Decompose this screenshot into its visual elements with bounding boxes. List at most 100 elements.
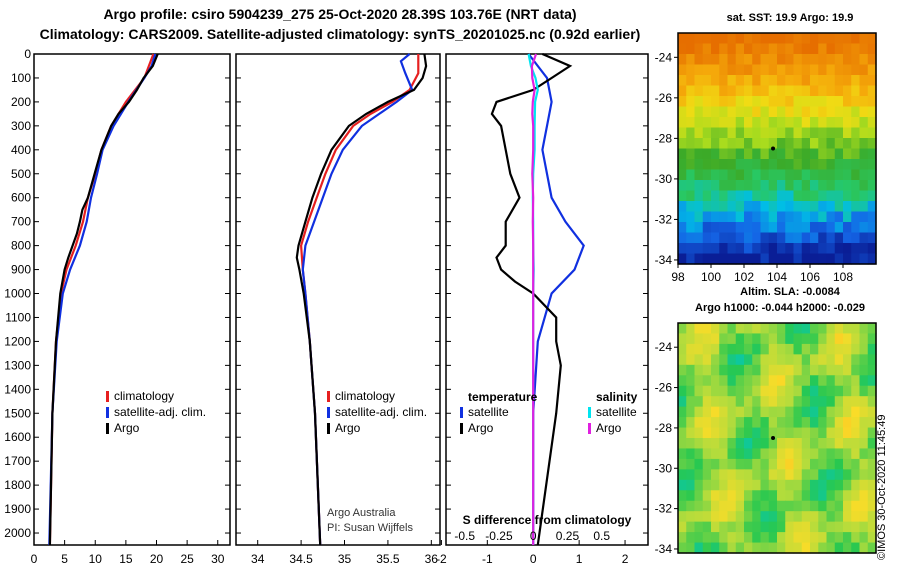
map-cell	[752, 180, 762, 192]
map-cell	[694, 490, 704, 502]
map-cell	[719, 138, 729, 150]
map-cell	[851, 106, 861, 118]
map-cell	[711, 33, 720, 45]
map-cell	[859, 96, 869, 108]
map-cell	[834, 190, 844, 202]
map-cell	[867, 500, 877, 512]
map-cell	[818, 138, 828, 150]
map-cell	[768, 354, 778, 366]
map-cell	[678, 417, 687, 429]
map-cell	[678, 159, 687, 171]
map-cell	[851, 479, 861, 491]
map-cell	[686, 169, 696, 181]
map-cell	[735, 222, 745, 234]
map-cell	[785, 75, 795, 87]
map-cell	[702, 43, 712, 55]
map-cell	[694, 222, 704, 234]
map-cell	[719, 148, 729, 160]
map-cell	[859, 117, 869, 129]
map-cell	[752, 54, 762, 66]
map-cell	[793, 532, 803, 544]
map-cell	[826, 148, 836, 160]
map-cell	[826, 43, 836, 55]
legend-swatch	[460, 407, 463, 418]
map-cell	[801, 253, 811, 265]
map-cell	[785, 396, 795, 408]
map-cell	[702, 180, 712, 192]
map-cell	[694, 323, 704, 335]
map-cell	[678, 117, 687, 129]
map-cell	[735, 75, 745, 87]
map-cell	[702, 54, 712, 66]
map-cell	[686, 542, 696, 554]
map-cell	[702, 375, 712, 387]
map-cell	[760, 417, 770, 429]
map-cell	[702, 458, 712, 470]
map-cell	[744, 375, 753, 387]
map-cell	[711, 96, 720, 108]
map-cell	[867, 532, 877, 544]
map-cell	[752, 532, 762, 544]
map-cell	[867, 148, 877, 160]
map-cell	[785, 448, 795, 460]
map-cell	[834, 364, 844, 376]
map-cell	[678, 96, 687, 108]
map-cell	[678, 43, 687, 55]
map-cell	[801, 54, 811, 66]
map-cell	[785, 385, 795, 397]
map-cell	[851, 85, 861, 97]
map-x-tick-label: 102	[734, 270, 754, 284]
map-cell	[760, 54, 770, 66]
map-cell	[785, 243, 795, 255]
map-cell	[744, 33, 753, 45]
map-cell	[752, 117, 762, 129]
map-cell	[694, 375, 704, 387]
map-cell	[859, 458, 869, 470]
map-cell	[843, 521, 852, 533]
map-cell	[735, 438, 745, 450]
map-cell	[843, 490, 852, 502]
map-cell	[818, 333, 828, 345]
map-cell	[744, 323, 753, 335]
map-cell	[867, 458, 877, 470]
map-cell	[694, 406, 704, 418]
map-cell	[694, 64, 704, 76]
map-cell	[752, 448, 762, 460]
map-cell	[719, 159, 729, 171]
map-cell	[777, 427, 786, 439]
map-cell	[711, 385, 720, 397]
map-cell	[711, 180, 720, 192]
map-cell	[727, 54, 737, 66]
map-cell	[678, 169, 687, 181]
map-cell	[801, 500, 811, 512]
map-cell	[801, 33, 811, 45]
map-cell	[768, 490, 778, 502]
map-cell	[702, 243, 712, 255]
map-cell	[851, 375, 861, 387]
map-cell	[735, 33, 745, 45]
map-cell	[711, 169, 720, 181]
map-cell	[834, 511, 844, 523]
map-cell	[744, 211, 753, 223]
map-cell	[826, 343, 836, 355]
map-cell	[744, 232, 753, 244]
map-cell	[752, 333, 762, 345]
map-cell	[768, 222, 778, 234]
map-cell	[694, 521, 704, 533]
legend-swatch	[327, 407, 330, 418]
map-cell	[711, 127, 720, 139]
map-cell	[785, 85, 795, 97]
map-cell	[727, 385, 737, 397]
map-cell	[719, 117, 729, 129]
map-cell	[793, 54, 803, 66]
map-cell	[711, 406, 720, 418]
map-cell	[678, 479, 687, 491]
map-cell	[760, 375, 770, 387]
map-cell	[719, 43, 729, 55]
map-cell	[744, 64, 753, 76]
y-tick-label: 500	[11, 167, 31, 181]
map-cell	[727, 33, 737, 45]
map-cell	[752, 64, 762, 76]
map-cell	[867, 222, 877, 234]
map-cell	[810, 500, 819, 512]
